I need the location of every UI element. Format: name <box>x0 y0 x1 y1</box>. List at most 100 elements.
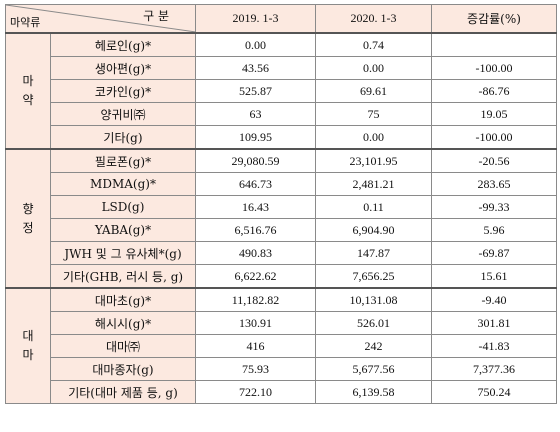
value-2020-cell: 69.61 <box>315 79 432 103</box>
drug-name-cell: 코카인(g)* <box>50 79 196 103</box>
change-rate-cell: 301.81 <box>431 311 557 335</box>
group-label-char: 마 <box>22 74 34 88</box>
value-2019-cell: 109.95 <box>195 125 316 150</box>
header-2020: 2020. 1-3 <box>315 4 432 34</box>
table-row: 기타(대마 제품 등, g) 722.10 6,139.58 750.24 <box>6 380 557 404</box>
group-label-char: 정 <box>22 220 34 235</box>
change-rate-cell: 5.96 <box>431 218 557 242</box>
change-rate-cell <box>431 32 557 57</box>
drug-name-cell: 대마㈜ <box>50 334 196 358</box>
table-body: 구 분 마약류 2019. 1-3 2020. 1-3 증감률(%) 마 약 헤로인… <box>5 4 557 404</box>
change-rate-cell: -9.40 <box>431 287 557 312</box>
header-change: 증감률(%) <box>431 4 557 34</box>
drug-name-cell: JWH 및 그 유사체*(g) <box>50 241 196 265</box>
value-2020-cell: 526.01 <box>315 311 432 335</box>
value-2020-cell: 23,101.95 <box>315 148 432 173</box>
table-row: JWH 및 그 유사체*(g) 490.83 147.87 -69.87 <box>6 241 557 265</box>
table-wrapper: 구 분 마약류 2019. 1-3 2020. 1-3 증감률(%) 마 약 헤로인… <box>5 4 557 404</box>
table-row: LSD(g) 16.43 0.11 -99.33 <box>6 195 557 219</box>
change-rate-cell: -41.83 <box>431 334 557 358</box>
value-2019-cell: 416 <box>195 334 316 358</box>
drug-name-cell: YABA(g)* <box>50 218 196 242</box>
header-row: 구 분 마약류 2019. 1-3 2020. 1-3 증감률(%) <box>5 4 557 34</box>
change-rate-cell: -86.76 <box>431 79 557 103</box>
value-2019-cell: 0.00 <box>195 32 316 57</box>
drug-name-cell: 헤로인(g)* <box>50 32 196 57</box>
table-row: 양귀비㈜ 63 75 19.05 <box>6 102 557 126</box>
value-2020-cell: 5,677.56 <box>315 357 432 381</box>
drug-name-cell: 생아편(g)* <box>50 56 196 80</box>
value-2019-cell: 6,516.76 <box>195 218 316 242</box>
value-2019-cell: 490.83 <box>195 241 316 265</box>
table-row: 기타(GHB, 러시 등, g) 6,622.62 7,656.25 15.61 <box>6 264 557 289</box>
value-2019-cell: 130.91 <box>195 311 316 335</box>
value-2019-cell: 63 <box>195 102 316 126</box>
value-2020-cell: 147.87 <box>315 241 432 265</box>
value-2019-cell: 525.87 <box>195 79 316 103</box>
table-row: 생아편(g)* 43.56 0.00 -100.00 <box>6 56 557 80</box>
drug-name-cell: 대마초(g)* <box>50 287 196 312</box>
value-2019-cell: 722.10 <box>195 380 316 404</box>
drug-name-cell: 양귀비㈜ <box>50 102 196 126</box>
table-row: 기타(g) 109.95 0.00 -100.00 <box>6 125 557 150</box>
table-row: 해시시(g)* 130.91 526.01 301.81 <box>6 311 557 335</box>
value-2019-cell: 6,622.62 <box>195 264 316 289</box>
value-2019-cell: 29,080.59 <box>195 148 316 173</box>
value-2020-cell: 10,131.08 <box>315 287 432 312</box>
change-rate-cell: 7,377.36 <box>431 357 557 381</box>
change-rate-cell: 283.65 <box>431 172 557 196</box>
drug-name-cell: 대마종자(g) <box>50 357 196 381</box>
value-2019-cell: 43.56 <box>195 56 316 80</box>
change-rate-cell: -99.33 <box>431 195 557 219</box>
drug-name-cell: 기타(GHB, 러시 등, g) <box>50 264 196 289</box>
group-label-char: 대 <box>22 329 34 343</box>
group-label-char: 약 <box>22 93 34 107</box>
drug-name-cell: 필로폰(g)* <box>50 148 196 173</box>
table-row: 코카인(g)* 525.87 69.61 -86.76 <box>6 79 557 103</box>
header-2019: 2019. 1-3 <box>195 4 316 34</box>
value-2019-cell: 646.73 <box>195 172 316 196</box>
value-2020-cell: 75 <box>315 102 432 126</box>
header-category-label: 구 분 <box>143 9 169 23</box>
value-2019-cell: 75.93 <box>195 357 316 381</box>
drug-name-cell: 기타(대마 제품 등, g) <box>50 380 196 404</box>
drug-name-cell: 해시시(g)* <box>50 311 196 335</box>
value-2020-cell: 6,139.58 <box>315 380 432 404</box>
change-rate-cell: -100.00 <box>431 125 557 150</box>
change-rate-cell: -100.00 <box>431 56 557 80</box>
value-2020-cell: 0.00 <box>315 56 432 80</box>
table-row: 대 마 대마초(g)* 11,182.82 10,131.08 -9.40 <box>5 287 557 404</box>
value-2020-cell: 6,904.90 <box>315 218 432 242</box>
change-rate-cell: -20.56 <box>431 148 557 173</box>
value-2019-cell: 11,182.82 <box>195 287 316 312</box>
drug-name-cell: 기타(g) <box>50 125 196 150</box>
value-2020-cell: 242 <box>315 334 432 358</box>
change-rate-cell: -69.87 <box>431 241 557 265</box>
value-2020-cell: 0.74 <box>315 32 432 57</box>
change-rate-cell: 750.24 <box>431 380 557 404</box>
change-rate-cell: 19.05 <box>431 102 557 126</box>
value-2020-cell: 7,656.25 <box>315 264 432 289</box>
table-row: 대마㈜ 416 242 -41.83 <box>6 334 557 358</box>
drug-seizure-table: 구 분 마약류 2019. 1-3 2020. 1-3 증감률(%) 마 약 헤로인… <box>5 4 557 404</box>
group-label-char: 마 <box>22 348 34 362</box>
drug-name-cell: MDMA(g)* <box>50 172 196 196</box>
header-drug-type-label: 마약류 <box>10 16 41 29</box>
change-rate-cell: 15.61 <box>431 264 557 289</box>
value-2019-cell: 16.43 <box>195 195 316 219</box>
table-row: MDMA(g)* 646.73 2,481.21 283.65 <box>6 172 557 196</box>
table-row: 마 약 헤로인(g)* 0.00 0.74 <box>5 32 557 150</box>
group-label-char: 향 <box>22 201 34 216</box>
drug-name-cell: LSD(g) <box>50 195 196 219</box>
value-2020-cell: 0.00 <box>315 125 432 150</box>
diagonal-divider <box>6 5 195 32</box>
header-corner-cell: 구 분 마약류 <box>5 4 196 34</box>
table-row: 향 정 필로폰(g)* 29,080.59 23,101.95 -20.56 <box>5 148 557 289</box>
table-row: YABA(g)* 6,516.76 6,904.90 5.96 <box>6 218 557 242</box>
value-2020-cell: 2,481.21 <box>315 172 432 196</box>
table-row: 대마종자(g) 75.93 5,677.56 7,377.36 <box>6 357 557 381</box>
value-2020-cell: 0.11 <box>315 195 432 219</box>
